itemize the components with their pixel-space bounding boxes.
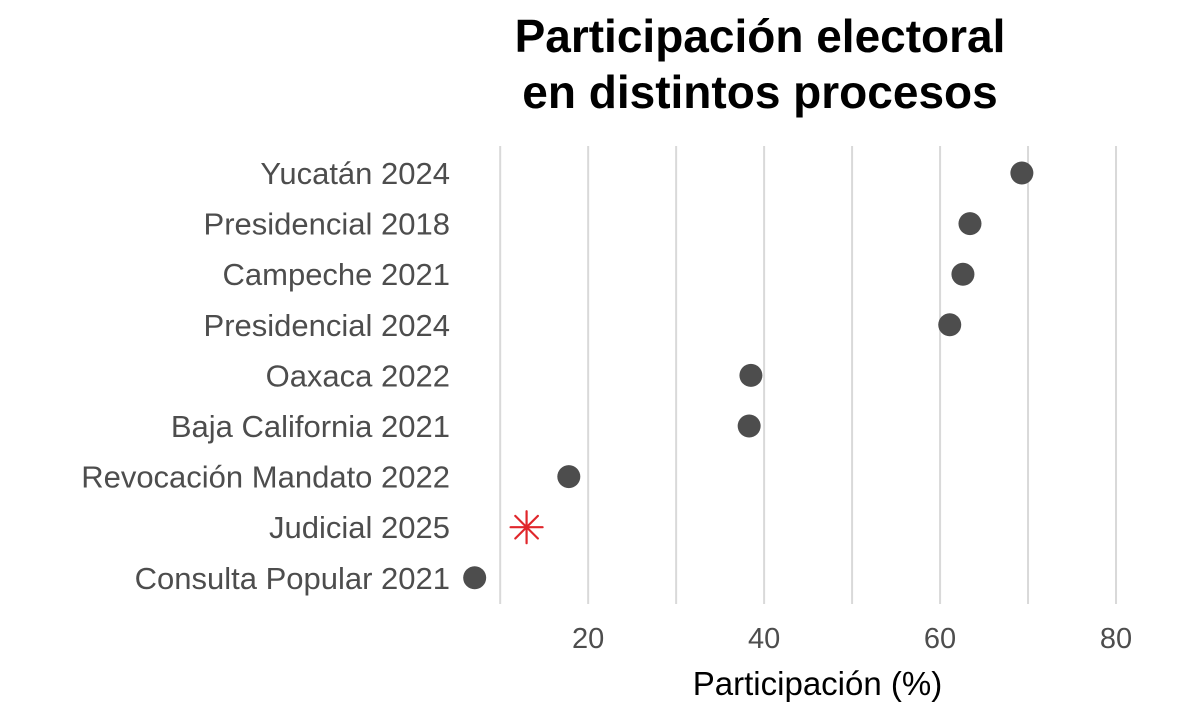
category-label: Consulta Popular 2021 (135, 561, 450, 596)
category-label: Baja California 2021 (171, 409, 450, 444)
chart-title-line-1: Participación electoral (514, 10, 1006, 62)
category-label: Revocación Mandato 2022 (81, 460, 450, 495)
x-tick-label-20: 20 (572, 623, 604, 655)
data-point (958, 212, 982, 236)
data-point (739, 363, 763, 387)
gridlines (499, 146, 1118, 604)
category-label: Judicial 2025 (269, 510, 450, 545)
x-tick-label-40: 40 (748, 623, 780, 655)
data-points (463, 161, 1034, 590)
category-label: Presidencial 2018 (204, 207, 450, 242)
data-point (557, 465, 581, 489)
x-tick-label-60: 60 (924, 623, 956, 655)
category-label: Presidencial 2024 (204, 308, 450, 343)
x-tick-labels: 20 40 60 80 (572, 623, 1132, 655)
category-label: Campeche 2021 (223, 257, 451, 292)
category-label: Yucatán 2024 (260, 156, 450, 191)
data-point (463, 566, 487, 590)
x-axis-title: Participación (%) (693, 665, 942, 702)
highlight-point (509, 510, 544, 545)
x-tick-label-80: 80 (1100, 623, 1132, 655)
data-point (951, 262, 975, 286)
chart-title-line-2: en distintos procesos (522, 66, 998, 118)
category-labels: Yucatán 2024 Presidencial 2018 Campeche 20… (81, 156, 450, 596)
chart-title: Participación electoral en distintos pro… (420, 8, 1100, 120)
data-point (1010, 161, 1034, 185)
data-point (938, 313, 962, 337)
category-label: Oaxaca 2022 (266, 358, 450, 393)
data-point (737, 414, 761, 438)
